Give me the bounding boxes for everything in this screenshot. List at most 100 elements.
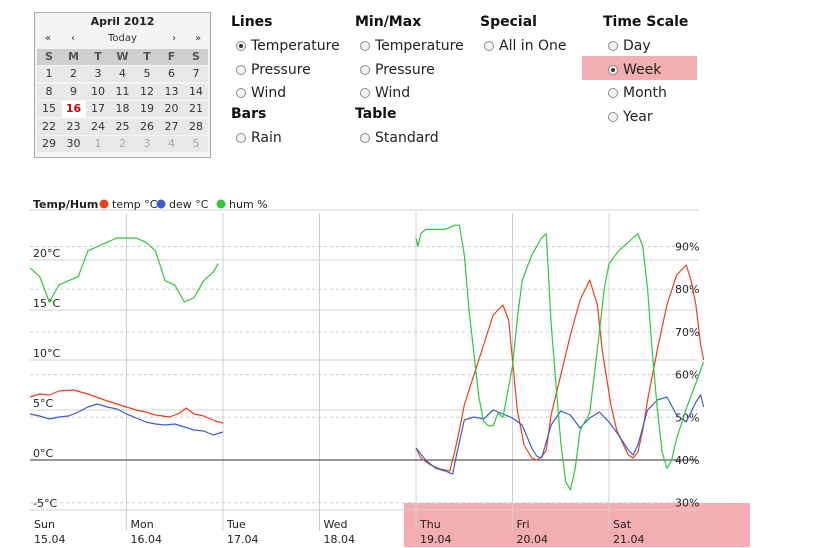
option-label: Pressure <box>251 62 311 78</box>
radio-icon[interactable] <box>608 112 618 122</box>
legend-label: dew °C <box>169 198 209 211</box>
calendar-day[interactable]: 23 <box>66 119 81 133</box>
bars-rain-option[interactable]: Rain <box>236 128 282 148</box>
option-label: All in One <box>499 38 567 54</box>
calendar-day[interactable]: 22 <box>42 119 56 133</box>
calendar-day[interactable]: 27 <box>164 119 179 133</box>
radio-icon[interactable] <box>608 41 618 51</box>
radio-icon[interactable] <box>608 88 618 98</box>
calendar-day[interactable]: 20 <box>164 102 179 115</box>
option-label: Year <box>623 109 653 125</box>
calendar-day[interactable]: 8 <box>45 84 53 98</box>
today-button[interactable]: Today <box>108 33 137 44</box>
calendar-day[interactable]: 16 <box>61 101 86 117</box>
calendar-day[interactable]: 19 <box>140 102 154 115</box>
lines-pressure-option[interactable]: Pressure <box>236 60 311 80</box>
lines-wind-option[interactable]: Wind <box>236 83 286 103</box>
timescale-week-option[interactable]: Week <box>608 60 661 80</box>
special-all-in-one-option[interactable]: All in One <box>484 36 567 56</box>
prev-year-button[interactable]: « <box>45 33 52 44</box>
calendar-day[interactable]: 14 <box>189 84 203 98</box>
calendar-day[interactable]: 18 <box>115 102 130 115</box>
calendar-day[interactable]: 6 <box>168 67 175 80</box>
x-date-label: 15.04 <box>34 533 66 546</box>
radio-icon[interactable] <box>484 41 494 51</box>
radio-icon[interactable] <box>236 133 246 143</box>
y-right-tick-label: 40% <box>675 454 699 467</box>
calendar-day[interactable]: 5 <box>192 137 200 150</box>
radio-icon[interactable] <box>236 65 246 75</box>
radio-icon[interactable] <box>360 65 370 75</box>
calendar-day[interactable]: 24 <box>91 119 105 133</box>
y-left-tick-label: 20°C <box>33 247 60 260</box>
calendar-day[interactable]: 15 <box>42 102 56 115</box>
weekday-header: T <box>143 50 151 63</box>
minmax-temperature-option[interactable]: Temperature <box>360 36 464 56</box>
timescale-month-option[interactable]: Month <box>608 83 667 103</box>
bars-group-title: Bars <box>231 106 267 122</box>
x-day-label: Tue <box>226 518 246 531</box>
table-standard-option[interactable]: Standard <box>360 128 439 148</box>
calendar-day[interactable]: 13 <box>164 84 179 98</box>
timescale-year-option[interactable]: Year <box>608 107 653 127</box>
calendar-day[interactable]: 1 <box>45 67 53 80</box>
minmax-pressure-option[interactable]: Pressure <box>360 60 435 80</box>
calendar-day[interactable]: 5 <box>143 67 151 80</box>
next-month-button[interactable]: › <box>172 33 176 44</box>
radio-icon[interactable] <box>360 88 370 98</box>
calendar-day[interactable]: 7 <box>192 67 200 80</box>
y-right-tick-label: 60% <box>675 369 699 382</box>
calendar-day[interactable]: 4 <box>168 137 175 150</box>
radio-selected-icon[interactable] <box>236 41 246 51</box>
calendar-day[interactable]: 29 <box>42 137 56 150</box>
calendar-day[interactable]: 21 <box>189 102 203 115</box>
calendar-day[interactable]: 4 <box>119 67 126 80</box>
x-day-label: Sat <box>613 518 632 531</box>
next-year-button[interactable]: » <box>195 33 202 44</box>
prev-month-button[interactable]: ‹ <box>71 33 75 44</box>
calendar-day[interactable]: 10 <box>91 84 105 98</box>
weekday-header: T <box>94 50 102 63</box>
y-left-tick-label: 10°C <box>33 347 60 360</box>
legend-marker <box>216 199 226 209</box>
legend-marker <box>156 199 166 209</box>
x-date-label: 16.04 <box>131 533 163 546</box>
calendar-day[interactable]: 9 <box>70 84 77 98</box>
option-label: Wind <box>375 85 411 101</box>
minmax-group-title: Min/Max <box>355 14 422 30</box>
calendar-day[interactable]: 25 <box>115 119 130 133</box>
y-right-tick-label: 90% <box>675 241 699 254</box>
y-right-tick-label: 30% <box>675 497 699 510</box>
calendar-day[interactable]: 12 <box>140 84 154 98</box>
minmax-wind-option[interactable]: Wind <box>360 83 410 103</box>
x-day-label: Thu <box>419 518 441 531</box>
calendar-day[interactable]: 2 <box>119 137 126 150</box>
option-label: Month <box>623 85 667 101</box>
x-day-label: Mon <box>131 518 154 531</box>
special-group-title: Special <box>480 14 537 30</box>
weekday-header: M <box>68 50 79 63</box>
radio-selected-icon[interactable] <box>608 65 618 75</box>
y-left-tick-label: 5°C <box>33 397 53 410</box>
radio-icon[interactable] <box>236 88 246 98</box>
calendar-week-row <box>37 118 208 135</box>
calendar-day[interactable]: 3 <box>94 67 102 80</box>
timescale-day-option[interactable]: Day <box>608 36 651 56</box>
calendar-day[interactable]: 17 <box>91 102 105 115</box>
calendar-day[interactable]: 2 <box>70 67 77 80</box>
calendar-day[interactable]: 28 <box>189 119 203 133</box>
calendar-day[interactable]: 1 <box>94 137 102 150</box>
calendar-day[interactable]: 26 <box>140 119 154 133</box>
legend-label: hum % <box>229 198 268 211</box>
calendar-day[interactable]: 11 <box>115 84 130 98</box>
legend-marker <box>99 199 109 209</box>
x-day-label: Wed <box>324 518 348 531</box>
calendar-day[interactable]: 30 <box>66 137 81 150</box>
lines-temperature-option[interactable]: Temperature <box>236 36 340 56</box>
radio-icon[interactable] <box>360 133 370 143</box>
weekday-header: F <box>167 50 176 63</box>
radio-icon[interactable] <box>360 41 370 51</box>
calendar-day[interactable]: 3 <box>143 137 151 150</box>
